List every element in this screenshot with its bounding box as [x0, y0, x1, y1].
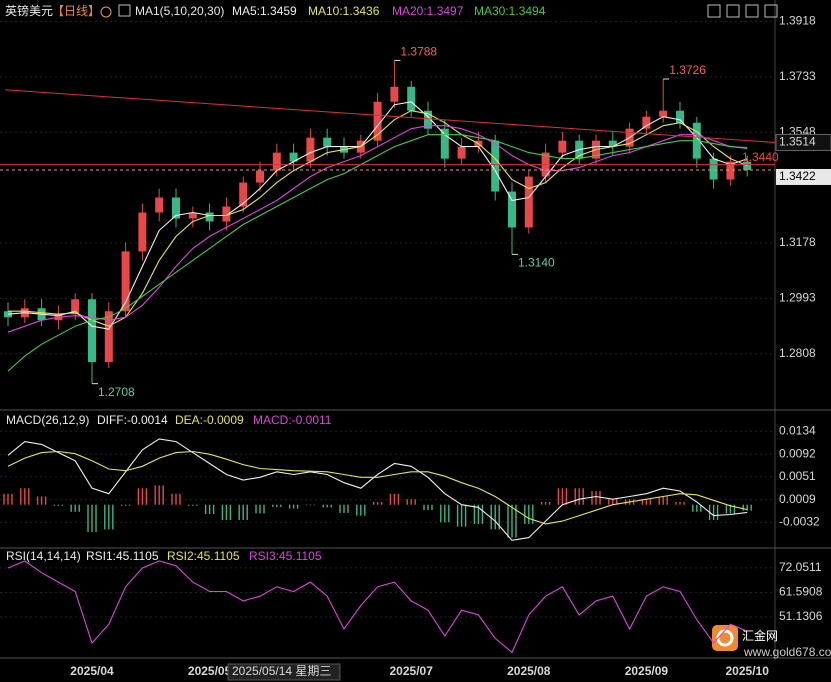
legend-entry: MA1(5,10,20,30): [135, 4, 224, 18]
y-tick-label: 51.1306: [779, 609, 823, 623]
candle-body: [121, 251, 130, 312]
legend-entry: MA20:1.3497: [392, 4, 464, 18]
candle-body: [256, 170, 264, 183]
y-tick-label: -0.0032: [779, 514, 820, 528]
ma-line: [7, 125, 748, 333]
icon[interactable]: [764, 4, 778, 18]
candle-body: [558, 140, 567, 153]
candle-body: [390, 86, 399, 102]
legend-entry: RSI1:45.1105: [86, 549, 159, 563]
candle-body: [188, 212, 197, 219]
level-tag: [776, 168, 831, 185]
candle-body: [608, 140, 617, 147]
candle-body: [508, 191, 516, 228]
candle-body: [491, 140, 500, 192]
x-tick-label: 2025/07: [390, 664, 434, 678]
y-tick-label: 1.2993: [779, 291, 816, 305]
candle-body: [88, 299, 96, 363]
candle-body: [642, 116, 651, 129]
candle-body: [676, 110, 684, 123]
legend-entry: RSI3:45.1105: [249, 549, 322, 563]
annotation-label: 1.2708: [98, 385, 135, 399]
candle-body: [104, 311, 113, 363]
y-tick-label: 1.3918: [779, 14, 816, 28]
candle-body: [172, 197, 180, 219]
candle-body: [373, 101, 382, 141]
legend-entry: 【日线】: [52, 4, 100, 18]
candle-body: [524, 176, 533, 228]
macd-line: [7, 450, 748, 525]
watermark-logo: [712, 625, 738, 651]
legend-entry: MACD(26,12,9): [6, 413, 89, 427]
candle-body: [306, 137, 315, 162]
candle-body: [155, 197, 164, 213]
annotation-label: 1.3726: [669, 63, 706, 77]
icon[interactable]: [100, 6, 112, 18]
annotation-label: 1.3788: [400, 45, 437, 59]
y-tick-label: 1.2808: [779, 346, 816, 360]
candle-body: [440, 128, 449, 159]
level-tag: [775, 133, 831, 151]
y-tick-label: 0.0134: [779, 423, 816, 437]
ma-line: [8, 110, 748, 327]
y-tick-label: 0.0051: [779, 469, 816, 483]
y-tick-label: 1.3178: [779, 235, 816, 249]
candle-body: [709, 158, 718, 180]
x-tick-label: 2025/09: [625, 664, 669, 678]
legend-entry: 英镑美元: [5, 3, 53, 18]
y-tick-label: 0.0092: [779, 446, 816, 460]
crosshair-label: 2025/05/14 星期三: [232, 664, 331, 678]
toolbar-icons[interactable]: [100, 4, 778, 18]
candle-body: [323, 137, 332, 147]
icon[interactable]: [745, 4, 759, 18]
annotation-label: 1.3140: [518, 256, 555, 270]
level-label: 1.3514: [779, 135, 816, 149]
ma-line: [7, 134, 748, 372]
legend-entry: MA30:1.3494: [474, 4, 546, 18]
candle-body: [424, 110, 432, 129]
x-tick-label: 2025/10: [726, 664, 770, 678]
candle-body: [289, 152, 298, 162]
legend-entry: MACD:-0.0011: [253, 413, 332, 427]
candle-body: [457, 146, 466, 159]
level-label: 1.3422: [779, 169, 816, 183]
legend-entry: MA5:1.3459: [232, 4, 297, 18]
crosshair-tag: [227, 663, 341, 681]
rsi-line: [7, 560, 748, 654]
legend-entry: DEA:-0.0009: [175, 413, 244, 427]
candle-body: [71, 299, 80, 315]
x-tick-label: 2025/04: [70, 664, 114, 678]
candle-body: [272, 152, 281, 171]
candle-body: [138, 212, 147, 252]
y-tick-label: 0.0009: [779, 492, 816, 506]
y-tick-label: 61.5908: [779, 585, 823, 599]
candle-body: [239, 182, 248, 207]
icon[interactable]: [118, 4, 131, 17]
y-tick-label: 1.3733: [779, 69, 816, 83]
x-tick-label: 2025/05: [188, 664, 232, 678]
watermark-url: www.gold678.com: [743, 645, 831, 659]
candle-body: [222, 206, 231, 222]
candle-body: [205, 212, 214, 222]
level-label: 1.3440: [742, 150, 779, 164]
trend-line: [4, 89, 776, 143]
legend-entry: RSI(14,14,14): [6, 549, 81, 563]
legend-entry: RSI2:45.1105: [167, 549, 240, 563]
legend-entry: MA10:1.3436: [308, 4, 380, 18]
icon[interactable]: [707, 4, 721, 18]
x-tick-label: 2025/08: [507, 664, 551, 678]
ma-line: [7, 101, 748, 330]
candle-body: [659, 110, 668, 117]
icon[interactable]: [726, 4, 740, 18]
legend-entry: DIFF:-0.0014: [97, 413, 168, 427]
watermark-name: 汇金网: [742, 628, 778, 643]
candle-body: [4, 311, 12, 318]
candle-body: [726, 161, 735, 180]
macd-line: [7, 438, 748, 541]
y-tick-label: 72.0511: [779, 560, 822, 574]
candle-body: [407, 86, 416, 111]
